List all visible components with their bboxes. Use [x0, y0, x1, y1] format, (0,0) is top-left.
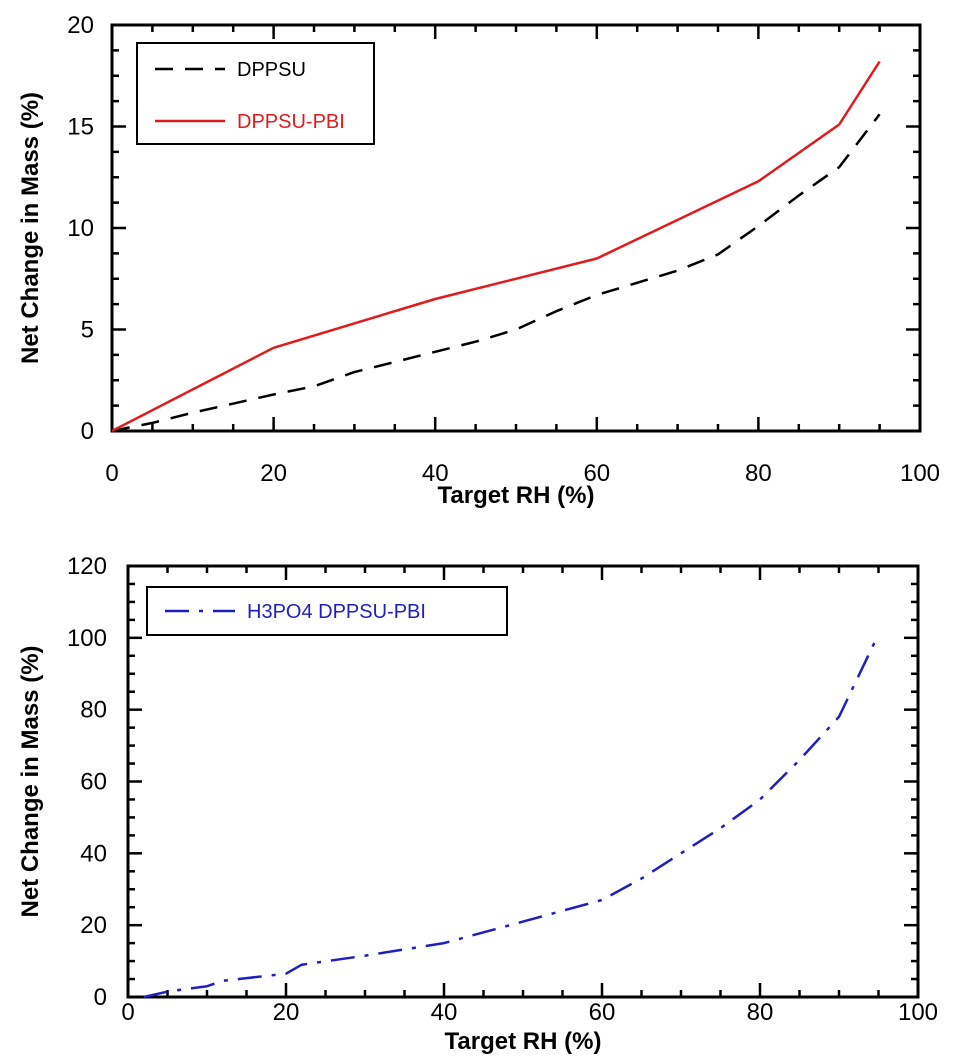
- legend-label: H3PO4 DPPSU-PBI: [247, 601, 426, 623]
- y-tick-label: 20: [80, 912, 107, 939]
- x-tick-label: 20: [273, 999, 300, 1026]
- x-tick-label: 60: [583, 460, 610, 487]
- y-tick-label: 15: [67, 114, 94, 141]
- y-tick-label: 80: [80, 697, 107, 724]
- series-line-dppsu-pbi: [111, 60, 881, 433]
- x-tick-label: 40: [422, 460, 449, 487]
- legend-box: [146, 586, 508, 636]
- x-tick-label: 60: [589, 999, 616, 1026]
- x-tick-label: 80: [745, 460, 772, 487]
- x-tick-label: 0: [105, 460, 118, 487]
- x-tick-label: 20: [260, 460, 287, 487]
- x-tick-label: 100: [898, 999, 938, 1026]
- y-tick-label: 5: [81, 317, 94, 344]
- y-axis-title: Net Change in Mass (%): [17, 645, 44, 917]
- x-tick-label: 100: [900, 460, 940, 487]
- x-tick-label: 40: [431, 999, 458, 1026]
- series-line-dppsu: [111, 113, 881, 433]
- y-tick-label: 40: [80, 840, 107, 867]
- top-chart-panel: 0 20 40 60 80 100 0 5 10 15 20 Target RH (%) Net Cha…: [17, 12, 940, 509]
- y-tick-label: 10: [67, 215, 94, 242]
- legend-box: [136, 42, 375, 145]
- y-axis-title: Net Change in Mass (%): [17, 92, 44, 364]
- x-axis-title: Target RH (%): [445, 1028, 602, 1055]
- bottom-chart-panel: 0 20 40 60 80 100 0 20 40 60 80 100 120 Target RH (%)…: [17, 553, 938, 1055]
- y-tick-label: 120: [67, 553, 107, 580]
- x-tick-label: 0: [121, 999, 134, 1026]
- y-tick-label: 0: [94, 984, 107, 1011]
- y-tick-label: 60: [80, 769, 107, 796]
- series-line-h3po4-dppsu-pbi: [143, 633, 880, 999]
- x-axis-title: Target RH (%): [438, 482, 595, 509]
- legend-label: DPPSU: [237, 59, 306, 81]
- y-tick-label: 100: [67, 625, 107, 652]
- legend-label: DPPSU-PBI: [237, 111, 345, 133]
- x-tick-label: 80: [747, 999, 774, 1026]
- y-tick-label: 20: [67, 12, 94, 39]
- y-tick-label: 0: [81, 418, 94, 445]
